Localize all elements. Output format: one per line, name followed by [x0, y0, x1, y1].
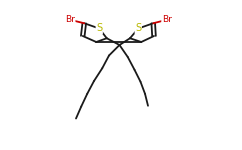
Text: S: S — [135, 24, 141, 33]
Text: Br: Br — [65, 15, 75, 24]
Text: S: S — [96, 24, 102, 33]
Text: Br: Br — [162, 15, 172, 24]
